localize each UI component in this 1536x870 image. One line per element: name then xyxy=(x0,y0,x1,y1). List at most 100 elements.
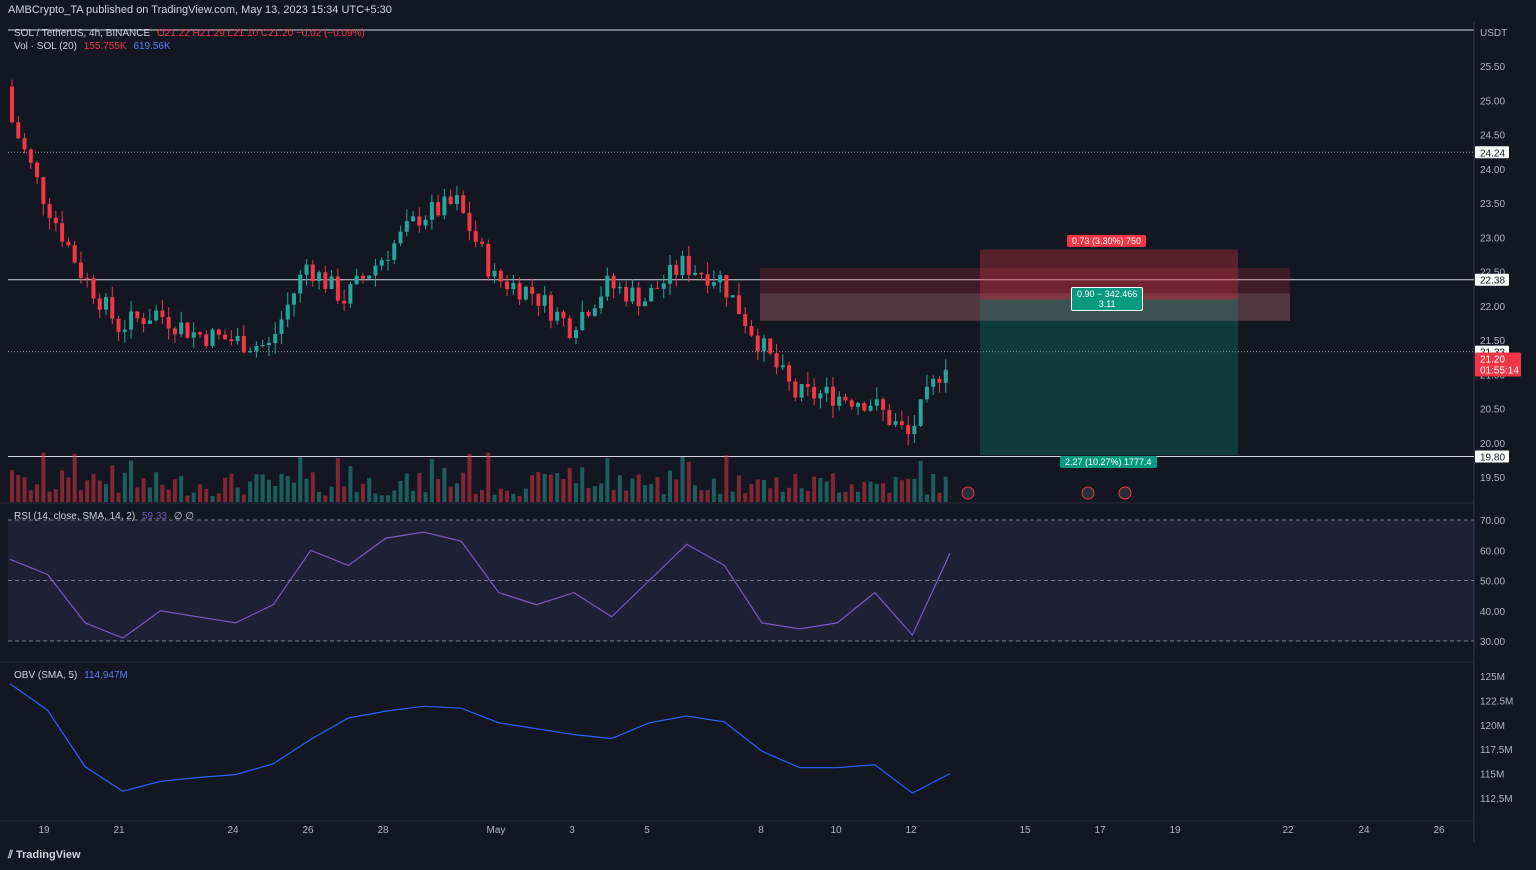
symbol-label: SOL / TetherUS, 4h, BINANCE xyxy=(14,28,151,39)
candle-body xyxy=(436,202,441,216)
volume-bar xyxy=(229,473,234,502)
candle-countdown: 01:55:14 xyxy=(1480,366,1519,377)
candle-body xyxy=(10,86,14,123)
volume-bar xyxy=(736,475,741,502)
volume-bar xyxy=(674,479,679,502)
level-label-bg xyxy=(1475,146,1509,159)
candle-body xyxy=(630,287,635,302)
rsi-tick-label: 60.00 xyxy=(1480,546,1505,557)
candle-body xyxy=(749,326,754,336)
volume-bar xyxy=(843,492,848,502)
candle-body xyxy=(141,318,146,324)
volume-bar xyxy=(517,495,522,502)
volume-bar xyxy=(818,477,823,502)
candle-body xyxy=(179,322,184,335)
ohlc-values: O21.22 H21.29 L21.10 C21.20 −0.02 (−0.09… xyxy=(156,28,365,39)
candle-body xyxy=(185,322,190,338)
time-tick-label: 10 xyxy=(830,825,842,836)
symbol-header: SOL / TetherUS, 4h, BINANCE O21.22 H21.2… xyxy=(14,27,369,40)
tradingview-logo[interactable]: ⫽ TradingView xyxy=(8,849,81,862)
volume-bar xyxy=(166,489,171,502)
candle-body xyxy=(592,308,597,316)
volume-bar xyxy=(812,476,817,502)
volume-bar xyxy=(912,479,917,502)
candle-body xyxy=(116,318,121,332)
candle-body xyxy=(154,310,159,321)
volume-bar xyxy=(241,494,246,502)
rsi-value: 59.33 xyxy=(141,511,167,522)
event-icon xyxy=(961,486,975,500)
candle-body xyxy=(360,275,365,279)
candle-body xyxy=(354,275,359,285)
volume-bar xyxy=(655,477,660,502)
currency-label: USDT xyxy=(1480,28,1507,39)
candle-body xyxy=(561,311,566,319)
candle-body xyxy=(924,386,929,400)
volume-bar xyxy=(918,460,923,502)
volume-bar xyxy=(592,486,597,502)
candle-body xyxy=(329,276,334,289)
candle-body xyxy=(367,275,372,279)
candle-body xyxy=(379,260,384,266)
candle-body xyxy=(473,231,478,242)
price-tick-label: 23.00 xyxy=(1480,233,1505,244)
price-tick-label: 25.50 xyxy=(1480,62,1505,73)
volume-bar xyxy=(542,474,547,502)
time-tick-label: 15 xyxy=(1019,825,1031,836)
volume-bar xyxy=(411,490,416,502)
candle-body xyxy=(624,287,629,302)
volume-bar xyxy=(191,492,196,502)
candle-body xyxy=(135,311,140,319)
volume-bar xyxy=(899,480,904,502)
candle-body xyxy=(323,272,328,289)
time-tick-label: 8 xyxy=(758,825,764,836)
volume-bar xyxy=(436,478,441,502)
time-tick-label: 5 xyxy=(644,825,650,836)
level-label-bg xyxy=(1475,450,1509,463)
volume-bar xyxy=(486,452,491,502)
candle-body xyxy=(386,259,390,261)
candle-body xyxy=(285,304,290,320)
candle-body xyxy=(198,332,202,335)
price-tick-label: 22.50 xyxy=(1480,268,1505,279)
volume-bar xyxy=(868,481,873,502)
rsi-tick-label: 30.00 xyxy=(1480,637,1505,648)
candle-body xyxy=(899,421,904,426)
candle-body xyxy=(216,329,221,335)
candle-body xyxy=(53,217,58,224)
candle-body xyxy=(423,219,428,226)
candle-body xyxy=(511,283,516,290)
volume-group xyxy=(10,452,948,502)
volume-bar xyxy=(417,472,422,502)
volume-bar xyxy=(686,461,691,502)
candle-body xyxy=(411,216,416,222)
candle-body xyxy=(830,386,835,406)
volume-bar xyxy=(160,484,165,502)
volume-bar xyxy=(624,490,629,502)
level-label-bg xyxy=(1475,273,1509,286)
volume-bar xyxy=(298,457,303,502)
candle-body xyxy=(693,272,698,275)
volume-bar xyxy=(530,475,535,502)
volume-bar xyxy=(423,492,428,502)
candle-body xyxy=(937,378,942,383)
candle-body xyxy=(480,241,484,244)
candle-body xyxy=(172,328,177,335)
target-zone xyxy=(980,299,1238,456)
price-tick-label: 23.50 xyxy=(1480,199,1505,210)
volume-bar xyxy=(730,491,735,502)
volume-bar xyxy=(304,478,309,502)
rsi-extra: ∅ ∅ xyxy=(173,511,194,522)
volume-bar xyxy=(28,490,33,502)
volume-bar xyxy=(743,493,748,502)
volume-bar xyxy=(354,492,359,502)
price-tick-label: 24.50 xyxy=(1480,131,1505,142)
candle-body xyxy=(874,399,879,406)
candle-body xyxy=(454,195,459,204)
time-tick-label: 19 xyxy=(1169,825,1181,836)
candle-body xyxy=(661,283,666,289)
candle-body xyxy=(104,297,108,310)
candle-body xyxy=(699,272,704,275)
volume-bar xyxy=(668,470,672,502)
